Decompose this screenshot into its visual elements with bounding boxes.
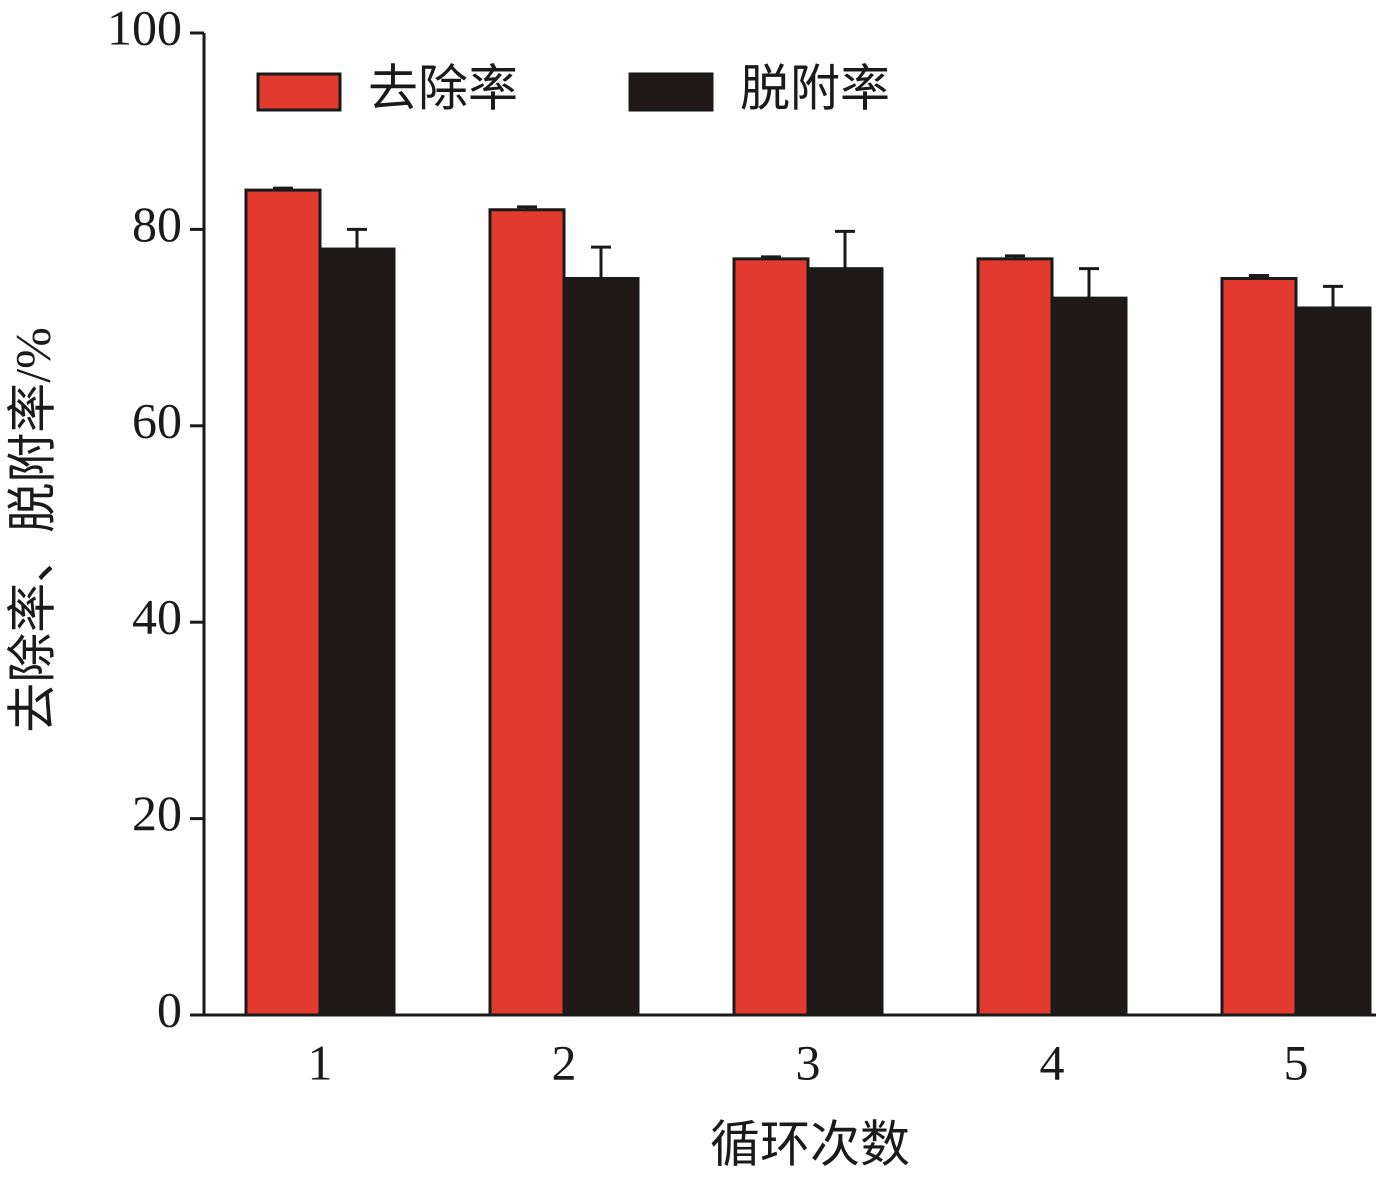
x-tick-label: 4 (1040, 1034, 1065, 1090)
bar (806, 267, 884, 1017)
error-bar (1249, 274, 1269, 279)
bar (976, 257, 1054, 1017)
legend-label: 去除率 (368, 60, 518, 116)
x-tick-label: 3 (796, 1034, 821, 1090)
bar (732, 257, 810, 1017)
y-tick-label: 80 (132, 196, 182, 252)
legend-label: 脱附率 (740, 60, 890, 116)
error-bar (835, 229, 855, 269)
legend-swatch (256, 72, 342, 112)
y-tick-label: 100 (107, 0, 182, 55)
error-bar (517, 205, 537, 210)
bar (244, 188, 322, 1017)
y-tick-label: 20 (132, 785, 182, 841)
error-bar (591, 245, 611, 279)
bar (562, 277, 640, 1017)
error-bar (273, 186, 293, 191)
x-tick-label: 2 (552, 1034, 577, 1090)
y-tick-label: 60 (132, 392, 182, 448)
bar (318, 247, 396, 1017)
error-bar (347, 227, 367, 250)
x-tick-label: 1 (308, 1034, 333, 1090)
y-tick-label: 0 (157, 981, 182, 1037)
error-bar (1323, 284, 1343, 308)
y-axis-label: 去除率、脱附率/% (4, 327, 60, 733)
bar (488, 208, 566, 1017)
error-bar (1079, 267, 1099, 299)
error-bar (1005, 254, 1025, 259)
x-axis-label: 循环次数 (710, 1116, 910, 1172)
x-tick-label: 5 (1284, 1034, 1309, 1090)
y-tick-label: 40 (132, 589, 182, 645)
bar (1220, 277, 1298, 1017)
bar (1050, 296, 1128, 1017)
bar (1294, 306, 1372, 1017)
legend-swatch (628, 72, 714, 112)
error-bar (761, 255, 781, 259)
